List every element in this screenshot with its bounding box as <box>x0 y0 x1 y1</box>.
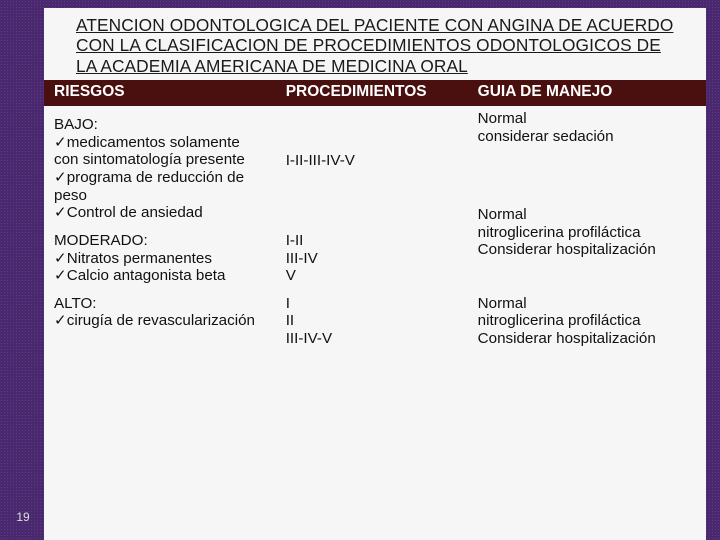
check-icon: ✓ <box>54 134 67 151</box>
risk-item: cirugía de revascularización <box>67 312 255 329</box>
slide-page: ATENCION ODONTOLOGICA DEL PACIENTE CON A… <box>44 8 706 540</box>
proc-line: II <box>286 312 294 329</box>
guide-line: nitroglicerina profiláctica <box>478 312 641 329</box>
risk-item: Calcio antagonista beta <box>67 267 226 284</box>
guide-cell-alto: Normal nitroglicerina profiláctica Consi… <box>468 291 706 354</box>
risk-table: RIESGOS PROCEDIMIENTOS GUIA DE MANEJO BA… <box>44 80 706 354</box>
proc-cell-moderado: I-II III-IV V <box>276 228 468 291</box>
proc-line: III-IV-V <box>286 330 332 347</box>
proc-line: III-IV <box>286 250 318 267</box>
check-icon: ✓ <box>54 312 67 329</box>
check-icon: ✓ <box>54 267 67 284</box>
proc-cell-bajo: I-II-III-IV-V <box>276 106 468 228</box>
guide-line: nitroglicerina profiláctica <box>478 224 641 241</box>
guide-line: Considerar hospitalización <box>478 330 656 347</box>
table-header: RIESGOS PROCEDIMIENTOS GUIA DE MANEJO <box>44 80 706 106</box>
risk-label: ALTO: <box>54 295 96 312</box>
table-row: ALTO: ✓cirugía de revascularización I II… <box>44 291 706 354</box>
guide-line: Normal <box>478 110 527 127</box>
guide-cell-moderado: Normal nitroglicerina profiláctica Consi… <box>468 228 706 291</box>
col-header-riesgos: RIESGOS <box>44 80 276 106</box>
risk-item: Control de ansiedad <box>67 204 203 221</box>
risk-item: Nitratos permanentes <box>67 250 212 267</box>
proc-line: I <box>286 295 290 312</box>
col-header-guia: GUIA DE MANEJO <box>468 80 706 106</box>
proc-line: V <box>286 267 296 284</box>
slide-title: ATENCION ODONTOLOGICA DEL PACIENTE CON A… <box>44 8 706 76</box>
risk-item: programa de reducción de peso <box>54 169 244 204</box>
proc-text: I-II-III-IV-V <box>286 152 355 169</box>
risk-cell-bajo: BAJO: ✓medicamentos solamente con sintom… <box>44 106 276 228</box>
table-row: MODERADO: ✓Nitratos permanentes ✓Calcio … <box>44 228 706 291</box>
risk-label: MODERADO: <box>54 232 148 249</box>
guide-line: Normal <box>478 206 527 223</box>
risk-item: medicamentos solamente con sintomatologí… <box>54 134 245 169</box>
check-icon: ✓ <box>54 250 67 267</box>
guide-line: Normal <box>478 295 527 312</box>
guide-line: considerar sedación <box>478 128 614 145</box>
check-icon: ✓ <box>54 169 67 186</box>
proc-line: I-II <box>286 232 304 249</box>
guide-line: Considerar hospitalización <box>478 241 656 258</box>
risk-label: BAJO: <box>54 116 98 133</box>
risk-cell-alto: ALTO: ✓cirugía de revascularización <box>44 291 276 354</box>
check-icon: ✓ <box>54 204 67 221</box>
page-number: 19 <box>11 505 35 529</box>
risk-cell-moderado: MODERADO: ✓Nitratos permanentes ✓Calcio … <box>44 228 276 291</box>
proc-cell-alto: I II III-IV-V <box>276 291 468 354</box>
col-header-procedimientos: PROCEDIMIENTOS <box>276 80 468 106</box>
